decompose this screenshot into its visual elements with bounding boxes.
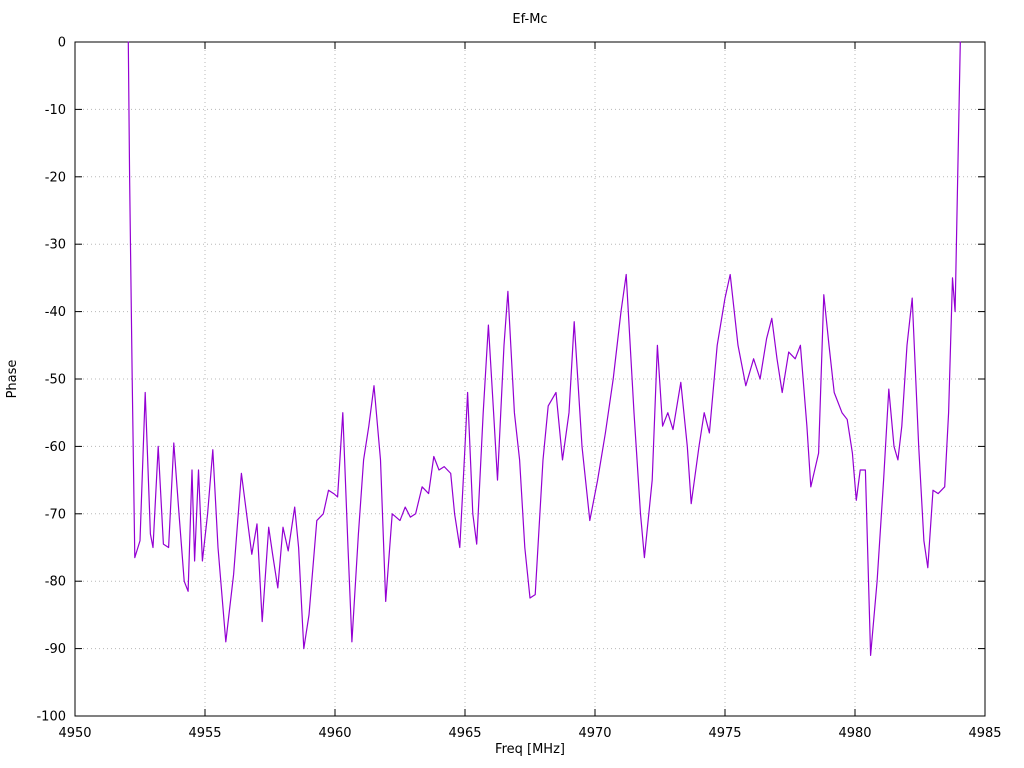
- x-axis-label: Freq [MHz]: [495, 742, 565, 757]
- y-tick-label: -90: [45, 642, 66, 657]
- y-tick-label: -80: [45, 575, 66, 590]
- y-tick-label: -60: [45, 440, 66, 455]
- x-tick-label: 4950: [58, 726, 91, 741]
- chart-title: Ef-Mc: [512, 12, 547, 27]
- x-tick-label: 4980: [838, 726, 871, 741]
- y-tick-label: -70: [45, 507, 66, 522]
- y-tick-label: -10: [45, 103, 66, 118]
- y-tick-label: -100: [36, 710, 66, 725]
- y-tick-label: -20: [45, 170, 66, 185]
- y-tick-label: -30: [45, 238, 66, 253]
- x-tick-label: 4970: [578, 726, 611, 741]
- x-tick-label: 4965: [448, 726, 481, 741]
- x-tick-label: 4975: [708, 726, 741, 741]
- y-tick-label: -40: [45, 305, 66, 320]
- x-tick-label: 4985: [968, 726, 1001, 741]
- y-tick-label: 0: [58, 36, 66, 51]
- x-tick-label: 4960: [318, 726, 351, 741]
- data-line: [127, 41, 961, 656]
- y-axis-label: Phase: [5, 360, 20, 399]
- y-tick-label: -50: [45, 373, 66, 388]
- x-tick-label: 4955: [188, 726, 221, 741]
